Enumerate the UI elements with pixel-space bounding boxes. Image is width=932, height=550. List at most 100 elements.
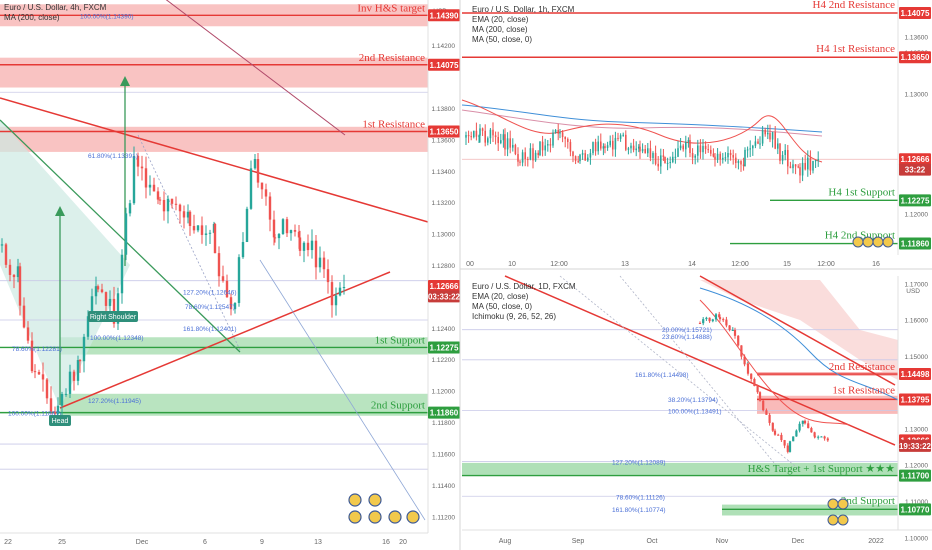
candle-4h bbox=[124, 213, 128, 255]
y-tick: 1.11600 bbox=[432, 451, 455, 458]
descending-trendline-2 bbox=[699, 275, 896, 386]
candle-1h bbox=[517, 154, 519, 162]
candle-4h bbox=[90, 296, 94, 317]
price-tag-text: 1.14075 bbox=[430, 61, 459, 70]
candle-1h bbox=[465, 135, 467, 138]
candle-1d bbox=[746, 363, 750, 374]
candle-1d bbox=[737, 335, 740, 346]
candle-1h bbox=[652, 152, 654, 158]
fib-label: 127.20%(1.11945) bbox=[88, 398, 141, 405]
candle-1d bbox=[702, 319, 705, 324]
candle-4h bbox=[196, 225, 200, 231]
price-tag bbox=[428, 58, 460, 71]
x-tick: Aug bbox=[499, 538, 512, 545]
candle-1h bbox=[544, 145, 546, 151]
candle-1h bbox=[779, 143, 781, 161]
price-tag-text: 19:33:22 bbox=[899, 442, 932, 451]
candle-4h bbox=[178, 204, 182, 212]
panel-header: MA (50, close, 0) bbox=[472, 302, 532, 311]
candle-4h bbox=[297, 231, 301, 238]
x-tick: Sep bbox=[572, 538, 585, 545]
candle-1d bbox=[813, 436, 817, 438]
candle-4h bbox=[334, 295, 338, 306]
candle-1h bbox=[470, 136, 472, 138]
panel-header: Euro / U.S. Dollar, 4h, FXCM bbox=[4, 3, 107, 12]
wedge-line bbox=[0, 119, 241, 353]
level-label: H4 1st Resistance bbox=[816, 43, 895, 55]
candle-1h bbox=[677, 148, 679, 157]
candle-1h bbox=[539, 141, 541, 156]
fib-label: 78.60%(1.12281) bbox=[12, 346, 62, 353]
candle-4h bbox=[260, 182, 264, 190]
candle-1d bbox=[728, 325, 731, 331]
right-shoulder-callout bbox=[88, 311, 138, 322]
candle-1h bbox=[724, 157, 727, 159]
price-tag bbox=[899, 368, 931, 381]
price-tag bbox=[428, 406, 460, 419]
panel-header: EMA (20, close) bbox=[472, 15, 529, 24]
event-flag-icon bbox=[348, 510, 362, 524]
candle-1h bbox=[494, 135, 497, 138]
y-tick: 1.13000 bbox=[432, 232, 456, 239]
candle-4h bbox=[49, 398, 53, 412]
candle-1h bbox=[740, 161, 742, 165]
candle-1h bbox=[559, 132, 561, 134]
candle-4h bbox=[342, 286, 346, 288]
candle-1h bbox=[749, 148, 751, 150]
candle-1d bbox=[756, 386, 759, 393]
candle-1d bbox=[813, 432, 816, 437]
candle-1h bbox=[699, 145, 702, 153]
candle-1h bbox=[704, 145, 707, 150]
candle-1d bbox=[718, 314, 721, 318]
candle-4h bbox=[16, 266, 20, 278]
candle-1h bbox=[687, 140, 690, 142]
candle-4h bbox=[132, 155, 136, 204]
candle-1h bbox=[817, 159, 819, 161]
candle-1d bbox=[768, 414, 771, 423]
price-tag bbox=[899, 7, 931, 20]
candle-4h bbox=[144, 168, 148, 188]
candle-4h bbox=[268, 196, 272, 220]
y-tick: 1.12000 bbox=[432, 389, 456, 396]
level-label: 2nd Resistance bbox=[829, 361, 895, 373]
candle-4h bbox=[213, 223, 217, 254]
candle-1h bbox=[649, 148, 652, 158]
candle-4h bbox=[204, 233, 208, 235]
ma200-line bbox=[165, 0, 346, 136]
candle-4h bbox=[170, 198, 174, 204]
candle-1d bbox=[740, 345, 743, 357]
y-tick: 1.12000 bbox=[905, 211, 929, 218]
candle-4h bbox=[4, 244, 8, 265]
candle-1h bbox=[685, 141, 687, 150]
price-tag bbox=[899, 194, 931, 207]
candle-4h bbox=[120, 254, 124, 294]
candle-1h bbox=[764, 129, 766, 135]
candle-1h bbox=[702, 145, 704, 153]
x-tick: 25 bbox=[58, 539, 66, 546]
candle-4h bbox=[82, 336, 86, 362]
ma50-line bbox=[461, 104, 823, 133]
candle-1h bbox=[757, 141, 759, 144]
price-tag bbox=[899, 439, 931, 452]
panel-header: Euro / U.S. Dollar, 1h, FXCM bbox=[472, 5, 575, 14]
candle-1d bbox=[780, 434, 783, 441]
price-tag bbox=[899, 51, 931, 64]
candle-1h bbox=[769, 132, 771, 140]
fib-label: 20.00%(1.15721) bbox=[662, 327, 712, 334]
fib-label: 78.60%(1.12547) bbox=[185, 304, 235, 311]
candle-4h bbox=[298, 237, 302, 251]
candle-1d bbox=[826, 438, 829, 441]
x-tick: 16 bbox=[382, 539, 390, 546]
candle-4h bbox=[285, 219, 289, 234]
candle-1h bbox=[710, 149, 712, 154]
price-tag-text: 03:33:22 bbox=[428, 292, 461, 301]
candle-1h bbox=[682, 145, 684, 150]
candle-1d bbox=[718, 317, 722, 320]
candle-1h bbox=[809, 157, 812, 171]
candle-1h bbox=[577, 160, 579, 162]
y-tick: 1.12400 bbox=[432, 326, 456, 333]
